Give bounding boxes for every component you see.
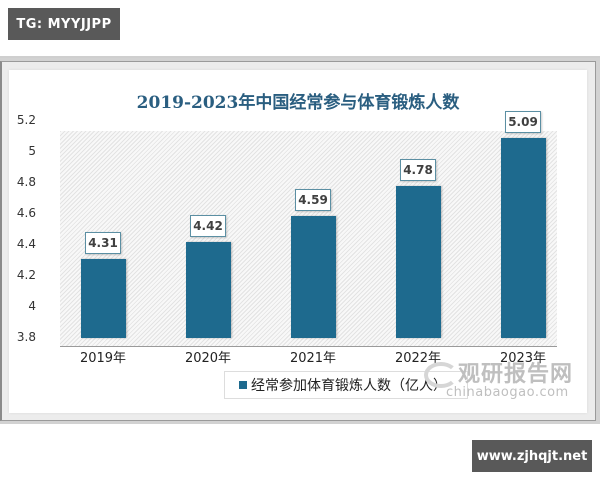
watermark-source-en: chinabaogao.com	[446, 385, 569, 400]
x-tick-label: 2021年	[289, 351, 337, 366]
y-tick-label: 4.8	[16, 175, 36, 189]
bar	[81, 258, 126, 338]
chart-title: 2019-2023年中国经常参与体育锻炼人数	[136, 93, 460, 113]
y-tick-label: 5.2	[16, 113, 36, 127]
value-label: 5.09	[505, 111, 541, 134]
x-tick-label: 2022年	[394, 351, 442, 366]
x-tick-label: 2020年	[184, 351, 232, 366]
watermark-tag-top: TG: MYYJJPP	[8, 8, 120, 40]
value-label: 4.78	[400, 159, 436, 182]
watermark-logo-icon	[424, 362, 458, 388]
y-tick-label: 4.6	[16, 206, 36, 220]
x-tick-label: 2019年	[79, 351, 127, 366]
bar	[186, 241, 231, 338]
x-tick-label: 2023年	[499, 351, 547, 366]
bar	[501, 138, 546, 338]
y-tick-label: 4	[28, 299, 36, 313]
chart-legend: 经常参加体育锻炼人数（亿人）	[224, 371, 468, 399]
watermark-source-cn: 观研报告网	[458, 362, 574, 387]
y-tick-label: 4.2	[16, 268, 36, 282]
bar	[291, 215, 336, 338]
value-label: 4.42	[190, 214, 226, 237]
y-tick-label: 5	[28, 144, 36, 158]
watermark-source: 观研报告网 chinabaogao.com	[446, 356, 574, 400]
watermark-tag-bottom: www.zjhqjt.net	[472, 440, 592, 472]
legend-label: 经常参加体育锻炼人数（亿人）	[251, 378, 447, 394]
value-label: 4.59	[295, 188, 331, 211]
bar	[396, 186, 441, 338]
legend-swatch	[239, 381, 247, 389]
value-label: 4.31	[85, 231, 121, 254]
x-axis-line	[60, 346, 557, 347]
y-tick-label: 3.8	[16, 330, 36, 344]
y-tick-label: 4.4	[16, 237, 36, 251]
